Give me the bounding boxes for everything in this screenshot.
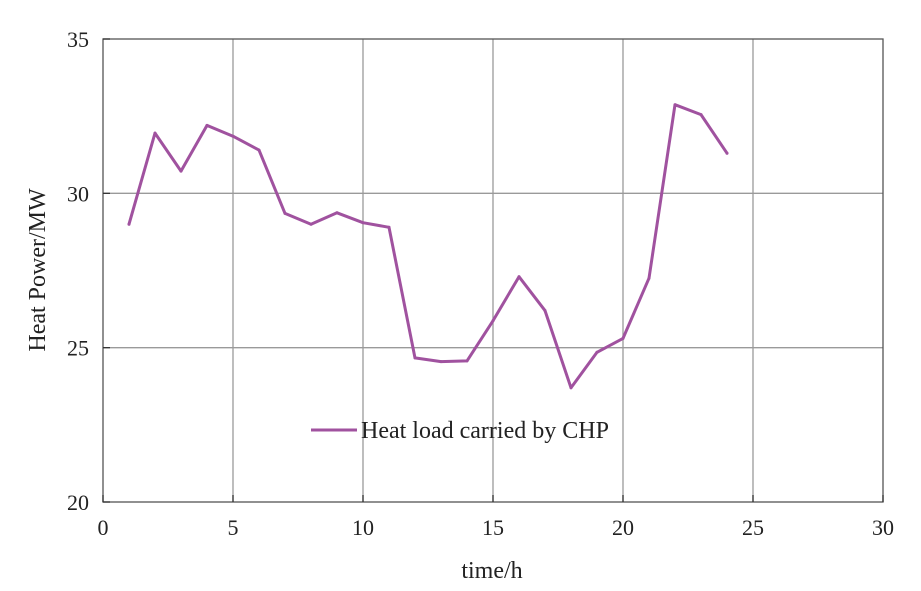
data-point [257, 148, 261, 152]
x-tick-label: 25 [742, 515, 764, 540]
data-point [569, 386, 573, 390]
data-point [725, 151, 729, 155]
x-tick-label: 5 [228, 515, 239, 540]
data-point [465, 359, 469, 363]
data-point [231, 134, 235, 138]
x-tick-label: 15 [482, 515, 504, 540]
data-point [127, 222, 131, 226]
series-line-0 [127, 103, 729, 390]
x-axis-label: time/h [461, 558, 522, 584]
x-tick-label: 30 [872, 515, 894, 540]
data-point [673, 103, 677, 107]
data-point [179, 169, 183, 173]
data-point [491, 319, 495, 323]
data-point [621, 336, 625, 340]
x-tick-label: 0 [98, 515, 109, 540]
y-tick-label: 20 [67, 490, 89, 515]
y-axis-label: Heat Power/MW [25, 188, 51, 352]
data-point [309, 222, 313, 226]
data-point [205, 123, 209, 127]
x-tick-label: 10 [352, 515, 374, 540]
data-point [543, 309, 547, 313]
series-group [127, 103, 729, 390]
x-tick-label: 20 [612, 515, 634, 540]
data-point [153, 131, 157, 135]
y-tick-labels: 20 25 30 35 [67, 27, 89, 515]
y-tick-label: 35 [67, 27, 89, 52]
data-point [335, 211, 339, 215]
data-point [439, 360, 443, 364]
data-point [387, 225, 391, 229]
data-point [699, 113, 703, 117]
grid [103, 39, 883, 502]
data-point [517, 275, 521, 279]
x-tick-labels: 0 5 10 15 20 25 30 [98, 515, 895, 540]
y-tick-label: 25 [67, 336, 89, 361]
data-point [361, 221, 365, 225]
axis-ticks [102, 38, 884, 503]
data-point [647, 276, 651, 280]
legend-label: Heat load carried by CHP [361, 418, 609, 444]
data-point [283, 211, 287, 215]
data-point [413, 356, 417, 360]
data-point [595, 350, 599, 354]
legend: Heat load carried by CHP [311, 418, 609, 444]
y-tick-label: 30 [67, 181, 89, 206]
